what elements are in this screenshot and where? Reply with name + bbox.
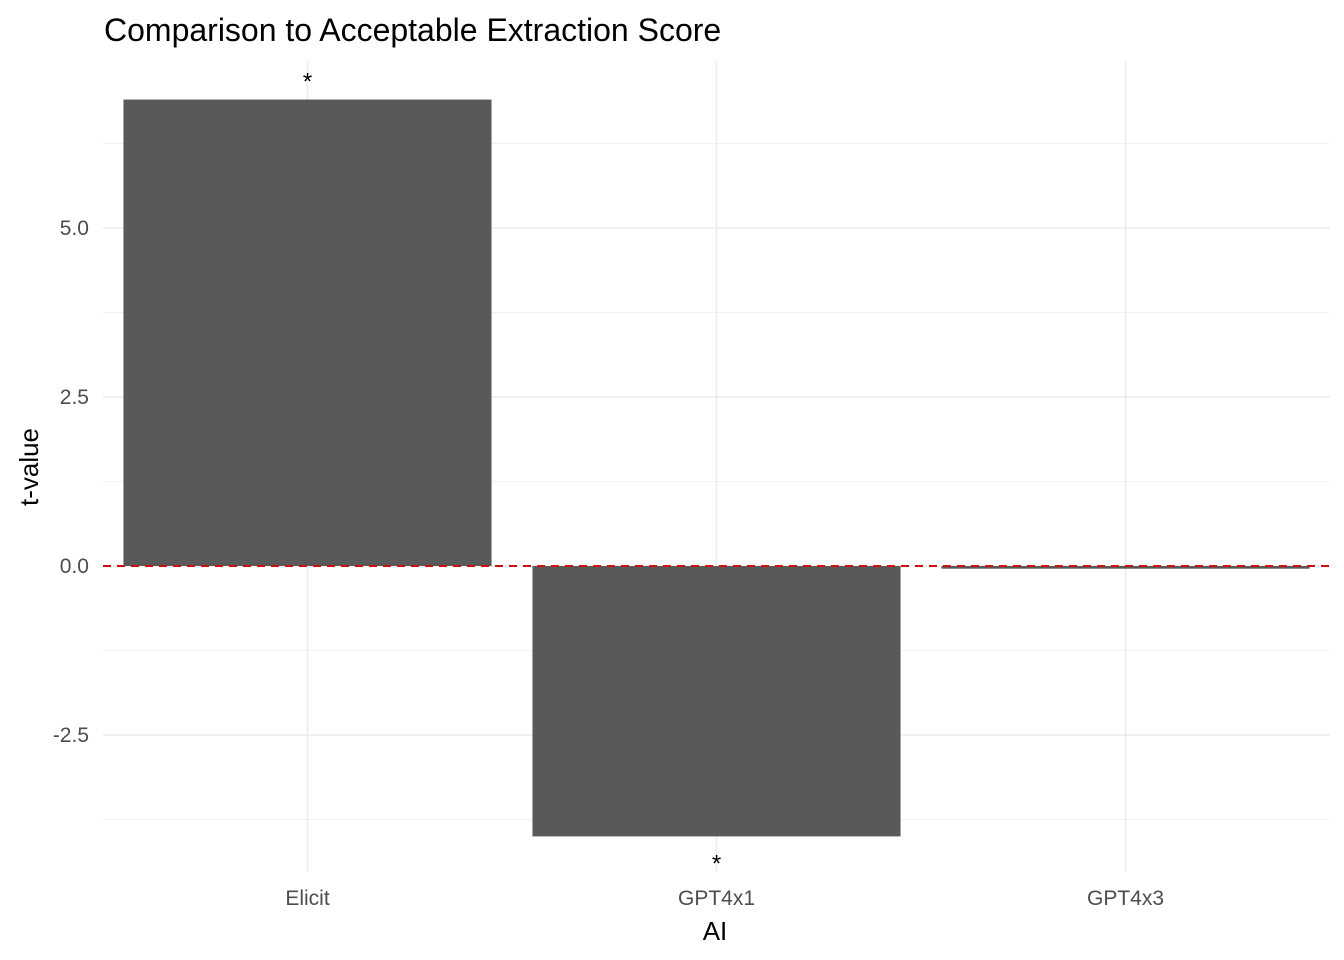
x-tick-label: Elicit: [285, 887, 330, 910]
chart-title: Comparison to Acceptable Extraction Scor…: [104, 12, 721, 48]
y-axis-ticks: -2.5 0.0 2.5 5.0: [53, 217, 89, 747]
annotations: **: [303, 69, 721, 878]
x-axis-ticks: Elicit GPT4x1 GPT4x3: [285, 887, 1164, 910]
bar-elicit: [123, 99, 492, 566]
bar-gpt4x3: [941, 566, 1310, 569]
bars: [123, 99, 1310, 837]
y-tick-label: 0.0: [60, 555, 89, 578]
y-axis-title: t-value: [14, 428, 44, 506]
significance-marker: *: [712, 850, 721, 877]
bar-gpt4x1: [532, 566, 901, 837]
y-tick-label: 5.0: [60, 217, 89, 240]
x-tick-label: GPT4x1: [678, 887, 755, 910]
y-tick-label: -2.5: [53, 724, 89, 747]
x-tick-label: GPT4x3: [1087, 887, 1164, 910]
significance-marker: *: [303, 69, 312, 96]
x-axis-title: AI: [703, 916, 728, 946]
y-tick-label: 2.5: [60, 386, 89, 409]
